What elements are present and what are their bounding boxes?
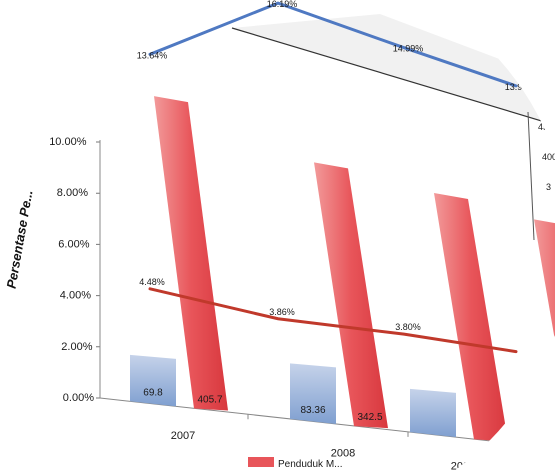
bar-blue xyxy=(130,354,176,407)
line-data-label: 13.64% xyxy=(137,50,168,60)
line-data-label: 16.19% xyxy=(267,0,298,9)
y-tick-label: 4.00% xyxy=(60,290,91,302)
bar-value-label: 69.8 xyxy=(143,387,163,398)
x-tick-label: 2007 xyxy=(171,430,195,442)
legend: Penduduk M... xyxy=(248,457,342,470)
background-panel xyxy=(232,14,555,125)
bar-red xyxy=(534,219,555,453)
bar-red xyxy=(154,96,228,411)
line-series-1 xyxy=(148,287,518,354)
x-tick-label: 2009 xyxy=(451,461,475,473)
line-data-label: 4.48% xyxy=(139,277,165,287)
line-data-label: 3.86% xyxy=(269,307,295,317)
line-series-0 xyxy=(148,1,518,88)
secondary-tick-label: 450 xyxy=(538,122,553,132)
line-data-label: 14.99% xyxy=(393,44,424,54)
secondary-axis xyxy=(527,111,535,241)
x-tick-label: 2008 xyxy=(331,447,355,459)
y-tick-label: 2.00% xyxy=(61,341,92,353)
bar-value-label: 342.5 xyxy=(357,412,382,423)
y-tick-label: 6.00% xyxy=(58,238,89,250)
x-tick-label: 2010 xyxy=(551,472,555,476)
bar-red xyxy=(434,192,508,442)
bar-value-label: 83.36 xyxy=(300,405,325,416)
legend-entry-penduduk: Penduduk M... xyxy=(278,459,342,470)
secondary-tick-label: 3 xyxy=(546,182,551,192)
y-tick-label: 0.00% xyxy=(63,392,94,404)
bar-blue xyxy=(290,363,336,424)
panel-edge xyxy=(231,27,555,126)
y-tick-label: 10.00% xyxy=(49,136,87,148)
y-tick-label: 8.00% xyxy=(57,187,88,199)
legend-swatch xyxy=(248,457,274,467)
bar-blue xyxy=(410,388,456,438)
bar-value-label: 405.7 xyxy=(197,395,222,406)
secondary-tick-label: 400 xyxy=(542,152,555,162)
line-data-label: 13.98% xyxy=(505,82,536,92)
line-data-label: 3.80% xyxy=(395,322,421,332)
bar-red xyxy=(314,162,388,429)
